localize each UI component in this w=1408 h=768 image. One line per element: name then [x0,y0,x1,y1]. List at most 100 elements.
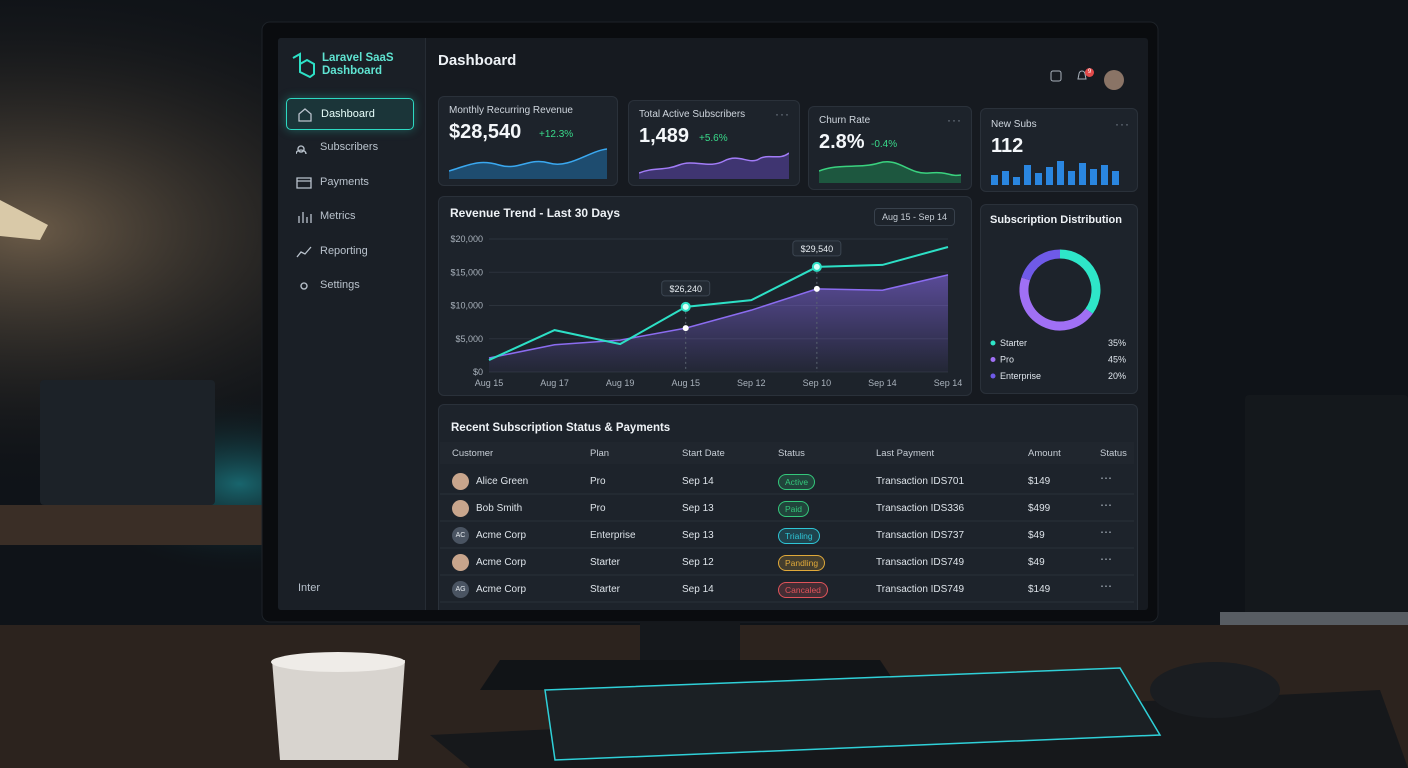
area-fill [489,274,948,372]
legend-label: Enterprise [1000,371,1041,381]
nav-label: Metrics [320,210,356,223]
page-title: Dashboard [438,52,517,69]
start-date: Sep 14 [682,476,714,487]
kpi-label: New Subs [991,119,1037,130]
avatar: AG [452,581,469,598]
keyboard [544,667,1162,761]
logout-link[interactable]: Inter [298,582,321,594]
start-date: Sep 12 [682,557,714,568]
card-menu[interactable]: ··· [947,113,962,127]
start-date: Sep 14 [682,584,714,595]
row-menu[interactable]: ⋯ [1100,498,1112,512]
kpi-label: Total Active Subscribers [639,109,746,120]
status-badge: Active [778,474,816,490]
user-avatar[interactable] [1104,70,1124,90]
column-header: Last Payment [876,448,935,459]
plan: Enterprise [590,530,636,541]
table-header-row [440,442,1134,464]
sparkline [449,148,607,179]
row-menu[interactable]: ⋯ [1100,579,1112,593]
nav-item[interactable]: Payments [286,167,412,197]
nav-label: Reporting [320,244,368,257]
calendar-icon[interactable] [1050,70,1062,82]
kpi-label: Churn Rate [819,115,871,126]
avatar: AC [452,527,469,544]
amount: $49 [1028,557,1045,568]
column-header: Customer [452,448,494,459]
column-header: Status [1100,448,1127,459]
kpi-value: 112 [991,135,1024,157]
amount: $499 [1028,503,1051,514]
card-menu[interactable]: ··· [1115,117,1130,131]
column-header: Status [778,448,805,459]
kpi-change: +12.3% [539,129,574,140]
start-date: Sep 13 [682,503,714,514]
x-tick-label: Aug 15 [671,378,700,388]
nav-item[interactable]: Reporting [286,236,412,266]
highlight-point [680,301,691,312]
nav-icon [296,246,312,257]
laptop-left [40,380,215,505]
kpi-label: Monthly Recurring Revenue [449,105,573,116]
last-payment: Transaction IDS701 [876,476,965,487]
date-range-select[interactable]: Aug 15 - Sep 14 [874,208,956,226]
nav-item[interactable]: Metrics [286,201,412,231]
x-tick-label: Aug 17 [540,378,569,388]
lamp [0,200,48,240]
nav-item[interactable]: Subscribers [286,132,412,162]
nav-icon [296,145,307,155]
row-menu[interactable]: ⋯ [1100,525,1112,539]
row-menu[interactable]: ⋯ [1100,552,1112,566]
start-date: Sep 13 [682,530,714,541]
kpi-card: Monthly Recurring Revenue $28,540 +12.3% [438,96,618,186]
annotation-box [661,280,711,297]
nav-icon [298,108,312,122]
nav-label: Settings [320,279,360,291]
plan: Pro [590,476,606,487]
notification-badge: 9 [1085,68,1094,77]
status-badge: Cancaled [778,582,828,598]
y-tick-label: $5,000 [455,334,483,344]
chart-card [980,204,1138,394]
mouse [1150,662,1280,718]
kpi-card: Churn Rate ··· 2.8% -0.4% [808,106,972,190]
legend-swatch [990,373,996,379]
status-badge: Pandling [778,555,826,571]
avatar [452,500,469,517]
value-label: 45% [1108,355,1126,365]
amount: $149 [1028,476,1051,487]
card-menu[interactable]: ··· [775,107,790,121]
y-tick-label: $15,000 [450,267,483,277]
annotation-box [792,240,842,257]
legend-swatch [990,357,996,362]
x-tick-label: Aug 19 [606,378,635,388]
kpi-value: 2.8% [819,131,865,153]
shelf [0,505,265,545]
highlight-point [682,325,689,332]
last-payment: Transaction IDS749 [876,584,965,595]
plan: Starter [590,557,621,568]
table-title: Recent Subscription Status & Payments [451,422,671,434]
sidebar: Laravel SaaS Dashboard Inter Dashboard Su… [278,38,426,610]
x-tick-label: Sep 12 [737,378,766,388]
customer-name: Acme Corp [476,530,527,541]
kpi-card: New Subs ··· 112 [980,108,1138,192]
nav-icon [296,177,312,189]
table-card [438,404,1138,610]
x-tick-label: Sep 14 [934,378,963,388]
chart-title: Revenue Trend - Last 30 Days [450,206,621,220]
mini-bars [991,161,1119,185]
annotation-label: $26,240 [669,284,702,294]
y-tick-label: $0 [473,367,483,377]
nav-item[interactable]: Settings [286,270,412,300]
series-line [488,274,949,359]
last-payment: Transaction IDS336 [876,503,965,514]
nav-item[interactable]: Dashboard [286,98,414,130]
column-header[interactable]: Start Date [682,448,725,459]
status-badge: Paid [778,501,810,517]
row-menu[interactable]: ⋯ [1100,471,1112,485]
avatar [452,554,469,571]
kpi-value: 1,489 [639,125,690,147]
x-tick-label: Aug 15 [475,378,504,388]
customer-name: Acme Corp [476,557,527,568]
